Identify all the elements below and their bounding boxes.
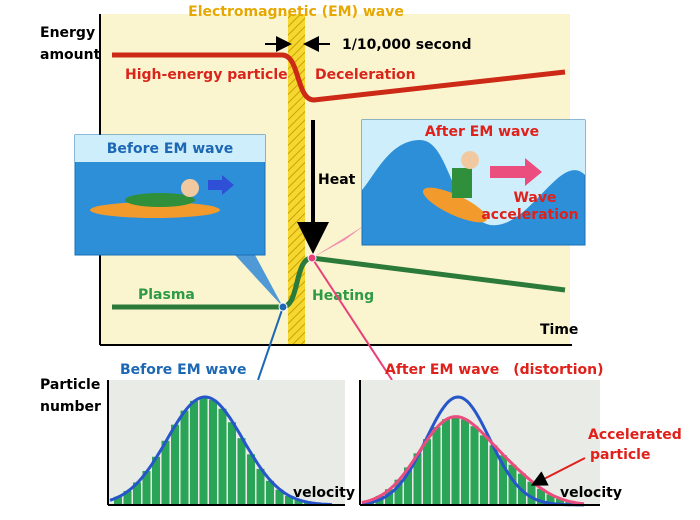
callout xyxy=(235,255,283,307)
title: Electromagnetic (EM) wave xyxy=(188,4,404,20)
hist-bar xyxy=(180,410,189,505)
em-wave-band xyxy=(288,14,305,345)
hist-curve xyxy=(361,395,585,507)
hist-bar xyxy=(294,500,303,505)
connector xyxy=(257,306,284,381)
hist-note: particle xyxy=(590,447,650,463)
hist-bar xyxy=(508,464,517,505)
hist-bar xyxy=(413,453,422,505)
hist-bar xyxy=(171,424,179,505)
hist-bar xyxy=(470,426,479,505)
hist-bar xyxy=(394,479,403,505)
y-label: Particle xyxy=(40,377,100,393)
hist-bar xyxy=(546,494,555,505)
hist-bar xyxy=(285,496,293,505)
hist-bar xyxy=(461,419,469,505)
hist-bar xyxy=(228,422,236,505)
label: High-energy particle xyxy=(125,67,288,83)
label: Heating xyxy=(312,288,374,304)
surfer-head xyxy=(461,151,479,169)
surfboard xyxy=(422,187,488,223)
label: Plasma xyxy=(138,287,195,303)
label: Deceleration xyxy=(315,67,416,83)
point xyxy=(307,253,317,263)
connector xyxy=(311,257,393,381)
hist-bar xyxy=(556,498,564,505)
hist-curve xyxy=(361,415,585,506)
hist-bar xyxy=(256,468,265,505)
hist-bar xyxy=(190,400,198,505)
energy-line-high xyxy=(112,52,566,103)
point xyxy=(278,302,288,312)
hist-bar xyxy=(537,488,545,505)
hist-bar xyxy=(451,416,460,505)
hist-bar xyxy=(218,408,227,505)
hist-bar xyxy=(404,467,412,505)
hist-bar xyxy=(161,440,170,505)
panel-header xyxy=(75,135,265,162)
y-label: amount xyxy=(40,47,101,63)
panel-title: After EM wave xyxy=(425,124,539,140)
arrow xyxy=(208,175,234,195)
hist-bar xyxy=(237,438,246,505)
hist-note: Accelerated xyxy=(588,427,682,443)
surfer xyxy=(452,168,472,198)
hist-bar xyxy=(152,456,160,505)
hist-bar xyxy=(133,482,141,505)
hist-bar xyxy=(123,490,132,505)
hist-title: After EM wave (distortion) xyxy=(385,362,604,378)
callout xyxy=(312,225,365,258)
duration: 1/10,000 second xyxy=(342,37,472,53)
surfer xyxy=(125,193,195,207)
x-label: Time xyxy=(540,322,578,338)
hist-bar xyxy=(423,439,431,505)
panel-title: Before EM wave xyxy=(107,141,234,157)
hist-bar xyxy=(266,480,274,505)
hist-title: Before EM wave xyxy=(120,362,247,378)
hist-bar xyxy=(385,489,393,505)
hist-bar xyxy=(480,435,488,505)
panel-note: Wave xyxy=(513,190,556,206)
hist-bar xyxy=(432,427,441,505)
hist-bar xyxy=(247,454,255,505)
hist-bar xyxy=(499,455,507,505)
hist-bar xyxy=(275,489,284,505)
y-label: number xyxy=(40,399,101,415)
arrow xyxy=(490,158,542,186)
wave xyxy=(362,120,585,226)
x-label: velocity xyxy=(560,485,622,501)
surfer-head xyxy=(181,179,199,197)
hist-bar xyxy=(142,470,151,505)
hist-bar xyxy=(442,419,450,505)
label: Heat xyxy=(318,172,356,188)
arrow xyxy=(530,457,586,486)
x-label: velocity xyxy=(293,485,355,501)
surfboard xyxy=(90,202,220,218)
hist-bar xyxy=(199,397,208,505)
y-label: Energy xyxy=(40,25,95,41)
panel-note: acceleration xyxy=(481,207,578,223)
hist-curve xyxy=(109,395,333,507)
hist-bar xyxy=(209,399,217,505)
hist-bar xyxy=(489,445,498,505)
hist-bar xyxy=(527,481,536,505)
hist-bar xyxy=(114,496,122,505)
